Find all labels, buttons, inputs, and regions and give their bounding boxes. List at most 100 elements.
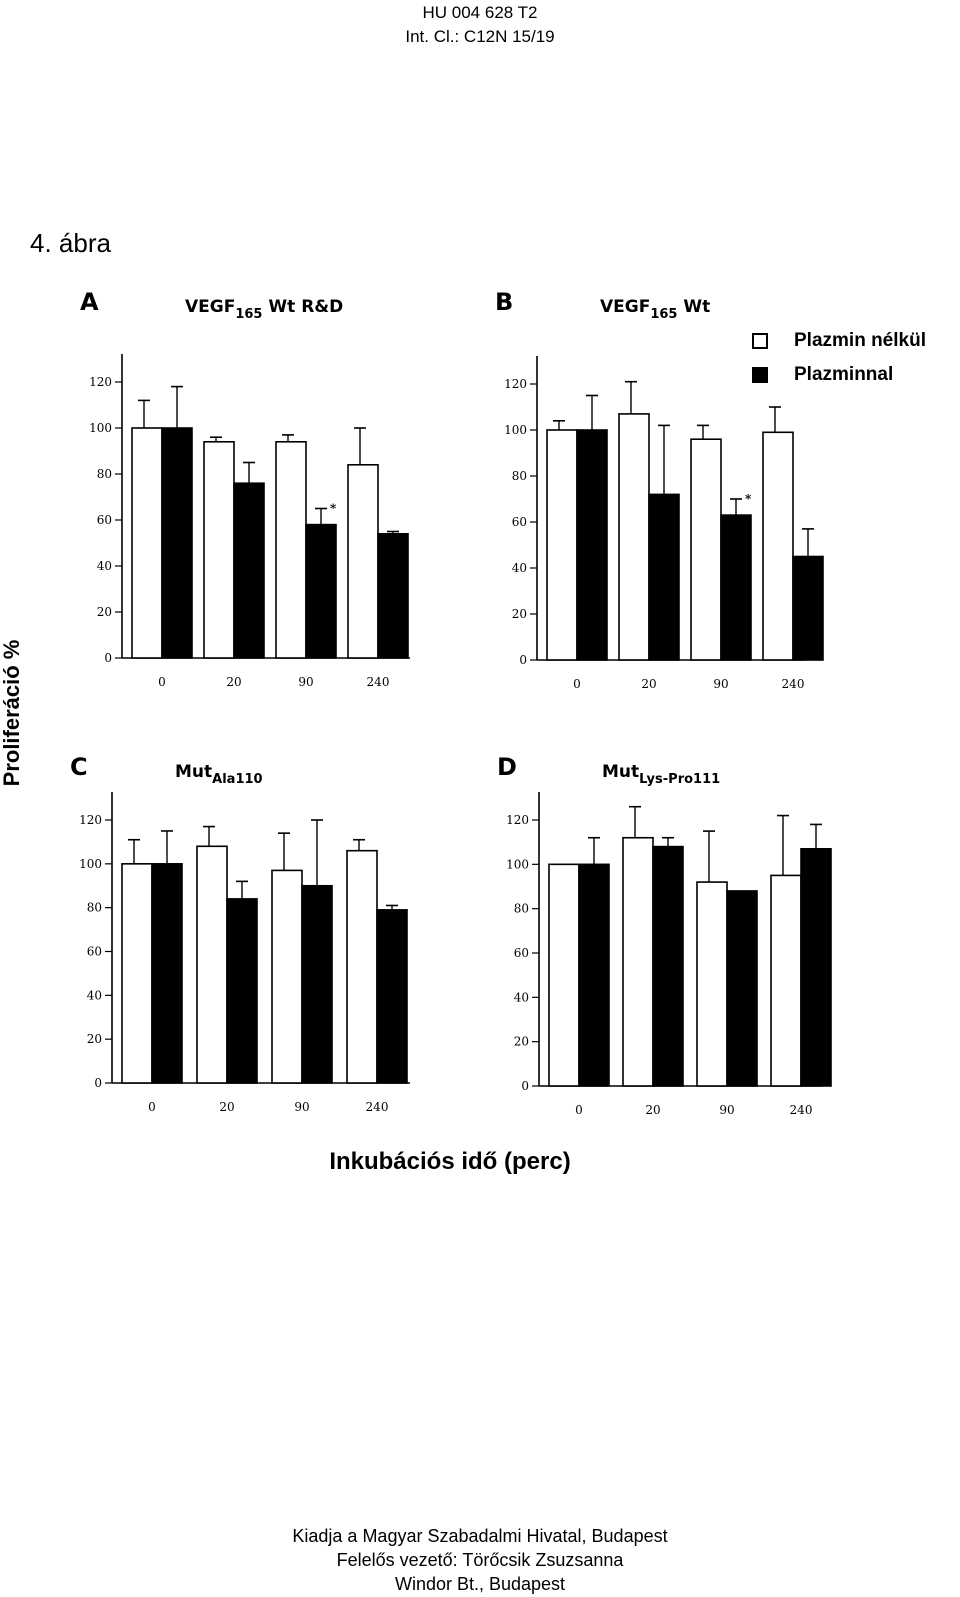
chart-panel-c: C MutAla110 0 20 40 60 80 100 120 0 20 90 240 (70, 753, 410, 1114)
x-tick-label: 240 (790, 1103, 813, 1117)
bar-without-plasmin (762, 431, 794, 661)
bar-with-plasmin (720, 514, 752, 661)
bar-without-plasmin (203, 441, 235, 659)
y-tick-label: 20 (87, 1032, 102, 1046)
y-tick-label: 60 (87, 945, 102, 959)
x-tick-label: 20 (219, 1100, 234, 1114)
bar-without-plasmin (546, 429, 578, 661)
bar-without-plasmin (770, 874, 802, 1087)
bar-with-plasmin (576, 429, 608, 661)
legend-label: Plazminnal (794, 364, 894, 385)
y-tick-label: 120 (504, 377, 527, 391)
significance-marker: * (330, 502, 337, 516)
y-tick-label: 120 (506, 813, 529, 827)
y-tick-label: 0 (521, 1079, 529, 1093)
legend-item-without-plasmin: Plazmin nélkül (752, 324, 926, 358)
legend-swatch-white (752, 333, 768, 349)
bar-without-plasmin (622, 836, 654, 1087)
y-tick-label: 40 (97, 559, 112, 573)
y-tick-label: 100 (506, 857, 529, 871)
bar-without-plasmin (696, 881, 728, 1087)
chart-panel-b: B VEGF165 Wt 0 20 40 60 80 100 120 0 20 * 90 240 (495, 288, 824, 691)
bar-without-plasmin (121, 863, 153, 1084)
bar-with-plasmin (652, 845, 684, 1087)
x-tick-label: 90 (294, 1100, 309, 1114)
y-tick-label: 80 (514, 902, 529, 916)
bar-without-plasmin (271, 869, 303, 1084)
bar-without-plasmin (347, 464, 379, 659)
y-tick-label: 40 (87, 988, 102, 1002)
bar-without-plasmin (131, 427, 163, 659)
significance-marker: * (745, 492, 752, 506)
x-tick-label: 90 (719, 1103, 734, 1117)
panel-title: VEGF165 Wt (600, 297, 710, 322)
x-tick-label: 240 (366, 1100, 389, 1114)
x-tick-label: 0 (573, 677, 581, 691)
chart-panel-a: A VEGF165 Wt R&D 0 20 40 60 80 100 120 0 20 * 90 240 (80, 288, 410, 689)
footer-printer: Windor Bt., Budapest (394, 1574, 566, 1594)
x-tick-label: 0 (158, 675, 166, 689)
int-classification: Int. Cl.: C12N 15/19 (405, 27, 555, 46)
x-tick-label: 240 (782, 677, 805, 691)
x-tick-label: 20 (645, 1103, 660, 1117)
bar-without-plasmin (346, 849, 378, 1084)
x-tick-label: 90 (298, 675, 313, 689)
x-tick-label: 20 (226, 675, 241, 689)
bar-with-plasmin (161, 427, 193, 659)
bar-with-plasmin (301, 884, 333, 1084)
panel-title: VEGF165 Wt R&D (185, 297, 343, 322)
bar-with-plasmin (226, 898, 258, 1084)
y-tick-label: 100 (79, 857, 102, 871)
patent-number: HU 004 628 T2 (422, 3, 538, 22)
y-tick-label: 80 (87, 901, 102, 915)
y-tick-label: 100 (504, 423, 527, 437)
y-tick-label: 40 (512, 561, 527, 575)
bar-with-plasmin (233, 482, 265, 659)
panel-letter: C (70, 753, 88, 781)
x-tick-label: 90 (713, 677, 728, 691)
legend: Plazmin nélkül Plazminnal (752, 324, 926, 392)
y-tick-label: 80 (97, 467, 112, 481)
legend-label: Plazmin nélkül (794, 330, 926, 351)
bar-with-plasmin (726, 890, 758, 1087)
y-tick-label: 60 (514, 946, 529, 960)
y-tick-label: 120 (79, 813, 102, 827)
legend-item-with-plasmin: Plazminnal (752, 358, 926, 392)
x-tick-label: 240 (367, 675, 390, 689)
bar-without-plasmin (275, 441, 307, 659)
panel-title: MutAla110 (175, 762, 263, 787)
bar-without-plasmin (690, 438, 722, 661)
x-tick-label: 20 (641, 677, 656, 691)
y-tick-label: 0 (104, 651, 112, 665)
x-tick-label: 0 (575, 1103, 583, 1117)
y-tick-label: 40 (514, 990, 529, 1004)
bar-without-plasmin (618, 413, 650, 661)
bar-without-plasmin (548, 863, 580, 1087)
panel-title: MutLys-Pro111 (602, 762, 720, 787)
chart-panel-d: D MutLys-Pro111 0 20 40 60 80 100 120 0 20 90 240 (497, 753, 832, 1117)
x-tick-label: 0 (148, 1100, 156, 1114)
legend-swatch-black (752, 367, 768, 383)
y-tick-label: 0 (94, 1076, 102, 1090)
y-tick-label: 20 (512, 607, 527, 621)
bar-with-plasmin (377, 533, 409, 659)
bar-with-plasmin (305, 523, 337, 659)
bar-with-plasmin (648, 493, 680, 661)
bar-without-plasmin (196, 845, 228, 1084)
y-tick-label: 20 (514, 1035, 529, 1049)
bar-with-plasmin (800, 848, 832, 1087)
figure-title: 4. ábra (30, 228, 111, 258)
y-tick-label: 20 (97, 605, 112, 619)
x-axis-label: Inkubációs idő (perc) (329, 1148, 571, 1175)
bar-with-plasmin (151, 863, 183, 1084)
footer-manager: Felelős vezető: Törőcsik Zsuzsanna (336, 1550, 624, 1570)
panel-letter: D (497, 753, 517, 781)
y-tick-label: 60 (512, 515, 527, 529)
bar-with-plasmin (376, 909, 408, 1084)
y-axis-label: Proliferáció % (0, 639, 24, 787)
footer-publisher: Kiadja a Magyar Szabadalmi Hivatal, Buda… (292, 1526, 668, 1546)
bar-with-plasmin (792, 555, 824, 661)
y-tick-label: 120 (89, 375, 112, 389)
panel-letter: B (495, 288, 513, 316)
y-tick-label: 60 (97, 513, 112, 527)
